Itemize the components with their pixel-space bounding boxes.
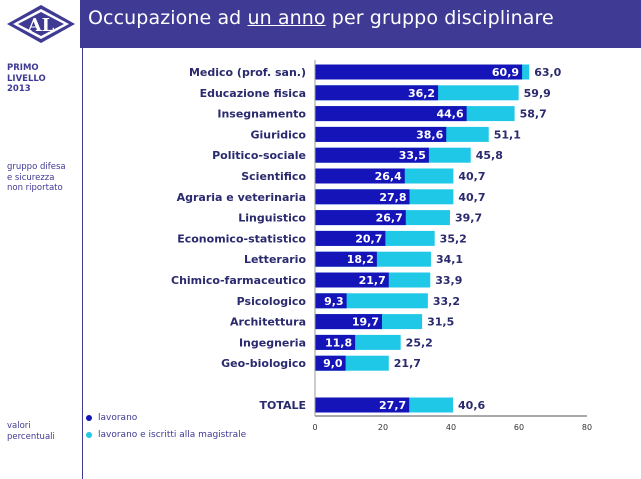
value-label-magistrale: 40,7 <box>458 191 485 204</box>
category-label: Insegnamento <box>217 108 306 121</box>
category-label: TOTALE <box>259 399 306 412</box>
value-label-magistrale: 33,9 <box>435 274 462 287</box>
category-label: Geo-biologico <box>221 357 306 370</box>
legend-item-lavorano: lavorano <box>86 413 137 423</box>
value-label-lavorano: 38,6 <box>416 128 443 141</box>
bar-lavorano <box>315 210 406 226</box>
bar-lavorano <box>315 314 382 330</box>
title-underlined: un anno <box>247 7 326 29</box>
bar-lavorano <box>315 355 346 371</box>
header-bar: AL Occupazione ad un anno per gruppo dis… <box>0 0 641 48</box>
value-label-lavorano: 11,8 <box>325 336 352 349</box>
bar-lavorano <box>315 272 389 288</box>
value-label-magistrale: 25,2 <box>406 336 433 349</box>
bar-lavorano <box>315 64 523 80</box>
x-tick-label: 0 <box>312 423 317 432</box>
logo-text: AL <box>27 15 55 36</box>
bar-lavorano <box>315 251 377 267</box>
legend-dot-icon <box>86 431 92 438</box>
value-label-magistrale: 58,7 <box>520 108 547 121</box>
value-label-lavorano: 44,6 <box>436 108 463 121</box>
logo-diamond-icon: AL <box>7 5 75 43</box>
category-label: Chimico-farmaceutico <box>171 274 306 287</box>
value-label-magistrale: 45,8 <box>476 149 503 162</box>
category-label: Psicologico <box>237 295 307 308</box>
category-label: Ingegneria <box>239 336 306 349</box>
bar-lavorano <box>315 189 410 205</box>
value-label-lavorano: 60,9 <box>492 66 519 79</box>
bar-lavorano <box>315 293 347 309</box>
title-part-1: Occupazione ad <box>88 7 248 29</box>
value-label-lavorano: 21,7 <box>359 274 386 287</box>
bar-lavorano <box>315 168 405 184</box>
x-tick-label: 80 <box>582 423 592 432</box>
level-line-2: LIVELLO <box>7 73 46 84</box>
value-label-lavorano: 36,2 <box>408 87 435 100</box>
category-label: Educazione fisica <box>200 87 306 100</box>
x-tick-label: 20 <box>378 423 388 432</box>
value-label-lavorano: 19,7 <box>352 316 379 329</box>
bar-lavorano <box>315 85 439 101</box>
category-label: Giuridico <box>250 128 306 141</box>
note-line-1: gruppo difesa <box>7 162 66 172</box>
category-label: Medico (prof. san.) <box>189 66 306 79</box>
value-label-magistrale: 51,1 <box>494 128 521 141</box>
value-label-magistrale: 40,7 <box>458 170 485 183</box>
legend-dot-icon <box>86 414 92 421</box>
category-label: Politico-sociale <box>212 149 306 162</box>
category-label: Agraria e veterinaria <box>177 191 306 204</box>
level-line-3: 2013 <box>7 84 31 94</box>
note-line-3: non riportato <box>7 183 63 193</box>
category-label: Scientifico <box>241 170 306 183</box>
bar-lavorano <box>315 106 467 122</box>
legend-label-1: lavorano <box>98 413 138 423</box>
value-label-magistrale: 59,9 <box>524 87 551 100</box>
value-label-lavorano: 20,7 <box>355 232 382 245</box>
x-tick-label: 40 <box>446 423 456 432</box>
value-label-magistrale: 63,0 <box>534 66 561 79</box>
value-label-lavorano: 18,2 <box>347 253 374 266</box>
sidebar-divider <box>82 48 83 479</box>
category-label: Linguistico <box>238 212 306 225</box>
category-label: Letterario <box>244 253 306 266</box>
value-label-lavorano: 26,7 <box>376 212 403 225</box>
logo: AL <box>0 0 82 48</box>
bar-lavorano <box>315 334 356 350</box>
legend-label-2: lavorano e iscritti alla magistrale <box>98 430 247 440</box>
value-label-magistrale: 34,1 <box>436 253 463 266</box>
bar-lavorano <box>315 147 429 163</box>
note-line-2: e sicurezza <box>7 172 55 183</box>
value-label-magistrale: 39,7 <box>455 212 482 225</box>
page-title: Occupazione ad un anno per gruppo discip… <box>88 7 554 29</box>
value-label-magistrale: 35,2 <box>440 232 467 245</box>
category-label: Architettura <box>230 316 306 329</box>
level-line-1: PRIMO <box>7 63 39 73</box>
value-label-lavorano: 9,3 <box>324 295 344 308</box>
units-label: valori percentuali <box>7 421 55 442</box>
units-line-1: valori <box>7 421 31 431</box>
note-label: gruppo difesa e sicurezza non riportato <box>7 162 66 194</box>
value-label-magistrale: 40,6 <box>458 399 485 412</box>
level-label: PRIMO LIVELLO 2013 <box>7 63 46 95</box>
bar-lavorano <box>315 230 386 246</box>
units-line-2: percentuali <box>7 431 55 442</box>
bar-lavorano <box>315 397 410 413</box>
value-label-lavorano: 33,5 <box>399 149 426 162</box>
value-label-lavorano: 9,0 <box>323 357 343 370</box>
value-label-lavorano: 27,7 <box>379 399 406 412</box>
value-label-lavorano: 27,8 <box>379 191 406 204</box>
value-label-magistrale: 31,5 <box>427 316 454 329</box>
value-label-magistrale: 33,2 <box>433 295 460 308</box>
value-label-magistrale: 21,7 <box>394 357 421 370</box>
title-part-2: per gruppo disciplinare <box>325 7 554 29</box>
legend-item-magistrale: lavorano e iscritti alla magistrale <box>86 430 246 440</box>
category-label: Economico-statistico <box>177 232 306 245</box>
value-label-lavorano: 26,4 <box>375 170 402 183</box>
x-tick-label: 60 <box>514 423 524 432</box>
bar-lavorano <box>315 126 447 142</box>
